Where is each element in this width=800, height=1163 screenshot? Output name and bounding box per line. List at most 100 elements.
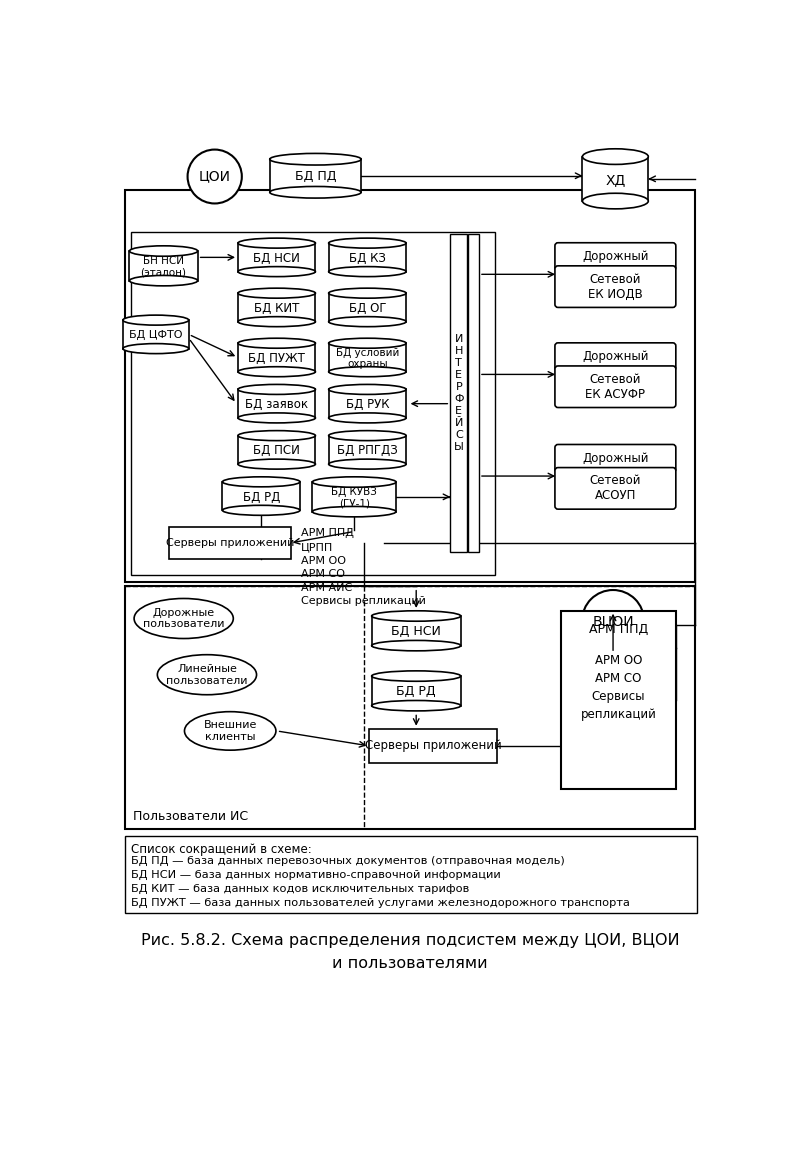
Ellipse shape [238, 366, 315, 377]
Ellipse shape [222, 477, 300, 487]
Text: Сетевой
АСОУП: Сетевой АСОУП [590, 475, 641, 502]
Ellipse shape [238, 413, 315, 423]
Text: БД РУК: БД РУК [346, 398, 389, 412]
Circle shape [582, 590, 644, 651]
Bar [125, 836, 697, 913]
FancyBboxPatch shape [555, 266, 676, 307]
Polygon shape [270, 159, 361, 192]
Ellipse shape [238, 459, 315, 469]
Ellipse shape [238, 316, 315, 327]
Text: Серверы приложений: Серверы приложений [365, 740, 502, 752]
Text: Линейные
пользователи: Линейные пользователи [166, 664, 248, 685]
Text: БД ОГ: БД ОГ [349, 302, 386, 315]
Text: Рис. 5.8.2. Схема распределения подсистем между ЦОИ, ВЦОИ: Рис. 5.8.2. Схема распределения подсисте… [141, 933, 679, 948]
Ellipse shape [329, 385, 406, 394]
Polygon shape [329, 293, 406, 322]
Polygon shape [130, 251, 198, 280]
Polygon shape [222, 481, 300, 511]
Bar [169, 527, 291, 559]
Text: БД НСИ — база данных нормативно-справочной информации: БД НСИ — база данных нормативно-справочн… [131, 870, 501, 880]
Text: БД КИТ: БД КИТ [254, 302, 299, 315]
Ellipse shape [582, 193, 648, 209]
Text: ВЦОИ: ВЦОИ [592, 614, 634, 628]
Ellipse shape [123, 343, 189, 354]
Text: БД ПУЖТ: БД ПУЖТ [248, 352, 305, 365]
Text: БД КИТ — база данных кодов исключительных тарифов: БД КИТ — база данных кодов исключительны… [131, 884, 470, 894]
Text: БД РД: БД РД [396, 685, 436, 699]
Polygon shape [238, 343, 315, 372]
Text: БД НСИ: БД НСИ [254, 252, 300, 265]
Text: Дорожный: Дорожный [582, 452, 649, 465]
Text: БД заявок: БД заявок [245, 398, 308, 412]
Text: Список сокращений в схеме:: Список сокращений в схеме: [131, 842, 312, 856]
Bar [561, 611, 676, 790]
Text: БН НСИ
(эталон): БН НСИ (эталон) [141, 256, 186, 278]
Circle shape [187, 150, 242, 204]
Ellipse shape [238, 266, 315, 277]
Ellipse shape [329, 316, 406, 327]
FancyBboxPatch shape [555, 343, 676, 371]
Ellipse shape [329, 430, 406, 441]
Ellipse shape [270, 186, 361, 198]
Polygon shape [372, 676, 461, 706]
Ellipse shape [329, 338, 406, 348]
Text: БД КУВЗ
(ГУ-1): БД КУВЗ (ГУ-1) [331, 487, 377, 508]
Text: БД РПГДЗ: БД РПГДЗ [337, 444, 398, 457]
Text: БД ПСИ: БД ПСИ [254, 444, 300, 457]
Ellipse shape [372, 611, 461, 621]
Text: БД РД: БД РД [242, 491, 280, 504]
Ellipse shape [372, 641, 461, 651]
Ellipse shape [238, 385, 315, 394]
Ellipse shape [185, 712, 276, 750]
Bar [450, 234, 467, 551]
Bar [125, 586, 695, 829]
Ellipse shape [329, 459, 406, 469]
Ellipse shape [582, 149, 648, 164]
Ellipse shape [329, 266, 406, 277]
Ellipse shape [329, 288, 406, 298]
Polygon shape [238, 436, 315, 464]
Text: БД ПД: БД ПД [294, 171, 336, 184]
Text: БД ЦФТО: БД ЦФТО [129, 330, 182, 341]
Ellipse shape [372, 700, 461, 711]
Text: Серверы приложений: Серверы приложений [166, 538, 294, 548]
FancyBboxPatch shape [555, 243, 676, 271]
Text: Сетевой
ЕК АСУФР: Сетевой ЕК АСУФР [586, 372, 646, 401]
Text: БД ПД — база данных перевозочных документов (отправочная модель): БД ПД — база данных перевозочных докумен… [131, 856, 565, 866]
Ellipse shape [238, 288, 315, 298]
Text: Дорожный: Дорожный [582, 250, 649, 263]
Ellipse shape [270, 154, 361, 165]
Polygon shape [329, 243, 406, 272]
Text: БД ПУЖТ — база данных пользователей услугами железнодорожного транспорта: БД ПУЖТ — база данных пользователей услу… [131, 898, 630, 908]
Text: АРМ ОО
АРМ СО
Сервисы
репликаций: АРМ ОО АРМ СО Сервисы репликаций [581, 654, 657, 721]
Bar [370, 728, 497, 763]
Bar [125, 190, 695, 583]
Polygon shape [238, 293, 315, 322]
Ellipse shape [130, 276, 198, 286]
Ellipse shape [312, 506, 396, 516]
Polygon shape [372, 616, 461, 645]
Text: Дорожные
пользователи: Дорожные пользователи [143, 608, 225, 629]
Text: Внешние
клиенты: Внешние клиенты [203, 720, 257, 742]
Polygon shape [329, 390, 406, 418]
Polygon shape [123, 320, 189, 349]
FancyBboxPatch shape [555, 444, 676, 472]
FancyBboxPatch shape [555, 366, 676, 407]
Ellipse shape [238, 338, 315, 348]
Bar [468, 234, 479, 551]
Ellipse shape [123, 315, 189, 326]
Text: Пользователи ИС: Пользователи ИС [133, 809, 248, 822]
Ellipse shape [372, 671, 461, 682]
Polygon shape [238, 390, 315, 418]
Ellipse shape [329, 413, 406, 423]
Ellipse shape [329, 238, 406, 248]
Polygon shape [312, 481, 396, 512]
Text: БД КЗ: БД КЗ [349, 252, 386, 265]
Polygon shape [329, 343, 406, 372]
Ellipse shape [312, 477, 396, 487]
Polygon shape [329, 436, 406, 464]
Text: Сетевой
ЕК ИОДВ: Сетевой ЕК ИОДВ [588, 272, 642, 300]
Text: Дорожный: Дорожный [582, 350, 649, 363]
FancyBboxPatch shape [555, 468, 676, 509]
Text: ЦОИ: ЦОИ [198, 170, 230, 184]
